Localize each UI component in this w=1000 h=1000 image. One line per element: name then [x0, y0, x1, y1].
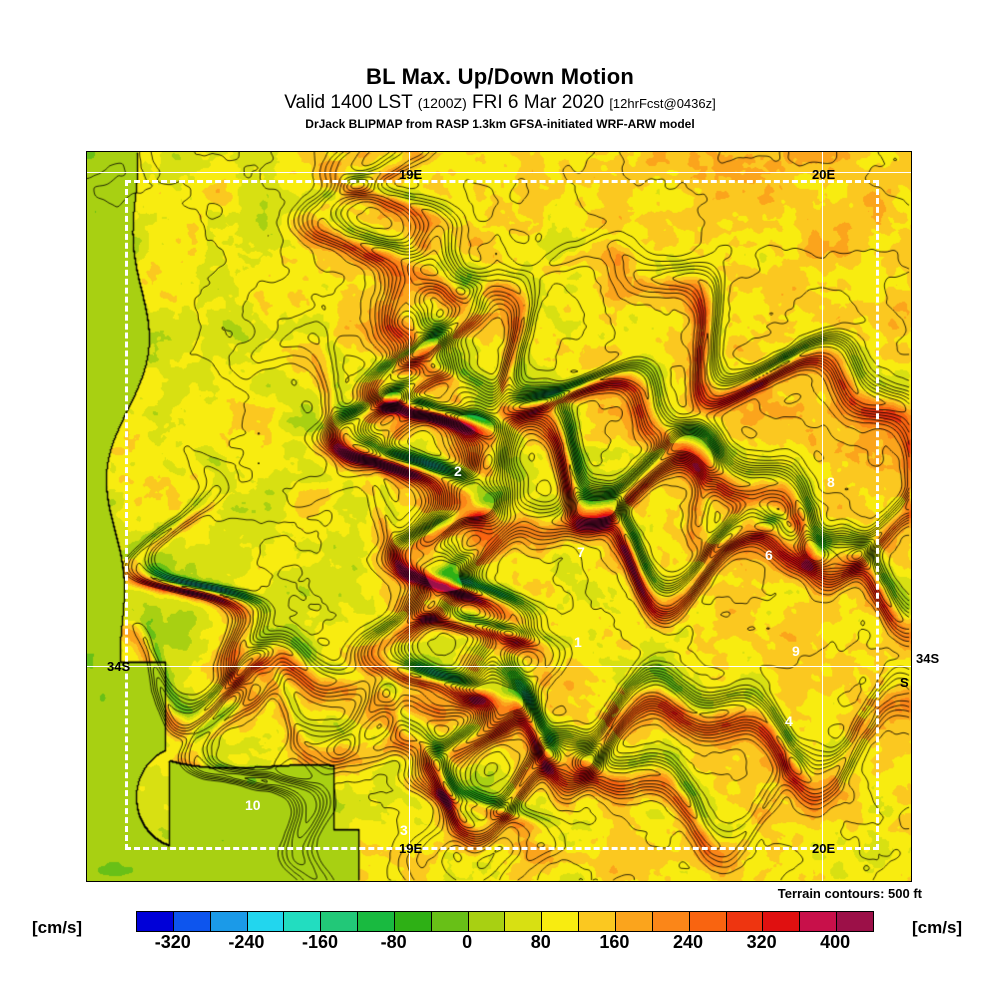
colorbar-swatch-11 [542, 912, 580, 931]
colorbar-unit-right: [cm/s] [912, 918, 963, 937]
colorbar-tick-240: 240 [672, 932, 704, 952]
colorbar-tick--240: -240 [228, 932, 265, 952]
page-title: BL Max. Up/Down Motion [366, 64, 634, 89]
title-block: BL Max. Up/Down Motion Valid 1400 LST (1… [0, 64, 1000, 132]
colorbar-legend: [cm/s] [cm/s] -320 -240 -160 -80 0 80 160 240 32… [0, 908, 1000, 964]
colorbar-swatch-19 [837, 912, 873, 931]
terrain-contour-note: Terrain contours: 500 ft [777, 886, 922, 901]
forecast-map[interactable]: 19E 20E 19E 20E 34S 2 7 8 6 1 9 4 3 10 [86, 151, 912, 882]
colorbar-swatch-18 [800, 912, 838, 931]
valid-date: FRI 6 Mar 2020 [472, 92, 605, 113]
colorbar-swatch-3 [247, 912, 285, 931]
colorbar-swatch-5 [321, 912, 359, 931]
colorbar-swatch-1 [173, 912, 211, 931]
colorbar-swatch-6 [358, 912, 395, 931]
colorbar-swatch-7 [394, 912, 432, 931]
colorbar-swatch-0 [137, 912, 174, 931]
colorbar-tick--160: -160 [301, 932, 339, 952]
map-raster-canvas [87, 152, 911, 881]
edge-label-0: 34S [916, 651, 940, 666]
model-credit-line: DrJack BLIPMAP from RASP 1.3km GFSA-init… [305, 117, 695, 131]
valid-prefix: Valid 1400 LST [284, 92, 413, 113]
colorbar-swatch-4 [284, 912, 322, 931]
colorbar-tick-320: 320 [746, 932, 777, 952]
colorbar-swatch-2 [210, 912, 248, 931]
colorbar-swatch-9 [468, 912, 506, 931]
valid-zulu: (1200Z) [417, 95, 467, 111]
colorbar-tick--80: -80 [380, 932, 407, 952]
colorbar-tick-400: 400 [820, 932, 851, 952]
colorbar-swatch-17 [763, 912, 801, 931]
forecast-stamp: [12hrFcst@0436z] [609, 96, 716, 111]
colorbar-unit-left: [cm/s] [32, 918, 83, 937]
colorbar-swatch-14 [652, 912, 690, 931]
colorbar-tick-80: 80 [530, 932, 551, 952]
edge-label-1: S [900, 675, 909, 690]
colorbar-swatch-16 [726, 912, 764, 931]
colorbar-swatches [136, 911, 874, 932]
colorbar-tick-labels: -320 -240 -160 -80 0 80 160 240 320 400 [136, 932, 872, 956]
colorbar-swatch-13 [615, 912, 653, 931]
colorbar-swatch-10 [505, 912, 543, 931]
colorbar-tick-160: 160 [599, 932, 630, 952]
colorbar-swatch-15 [689, 912, 727, 931]
colorbar-swatch-12 [579, 912, 616, 931]
colorbar-swatch-8 [431, 912, 469, 931]
valid-time-line: Valid 1400 LST (1200Z) FRI 6 Mar 2020 [1… [0, 92, 1000, 115]
colorbar-tick-0: 0 [462, 932, 473, 952]
colorbar-tick--320: -320 [154, 932, 191, 952]
